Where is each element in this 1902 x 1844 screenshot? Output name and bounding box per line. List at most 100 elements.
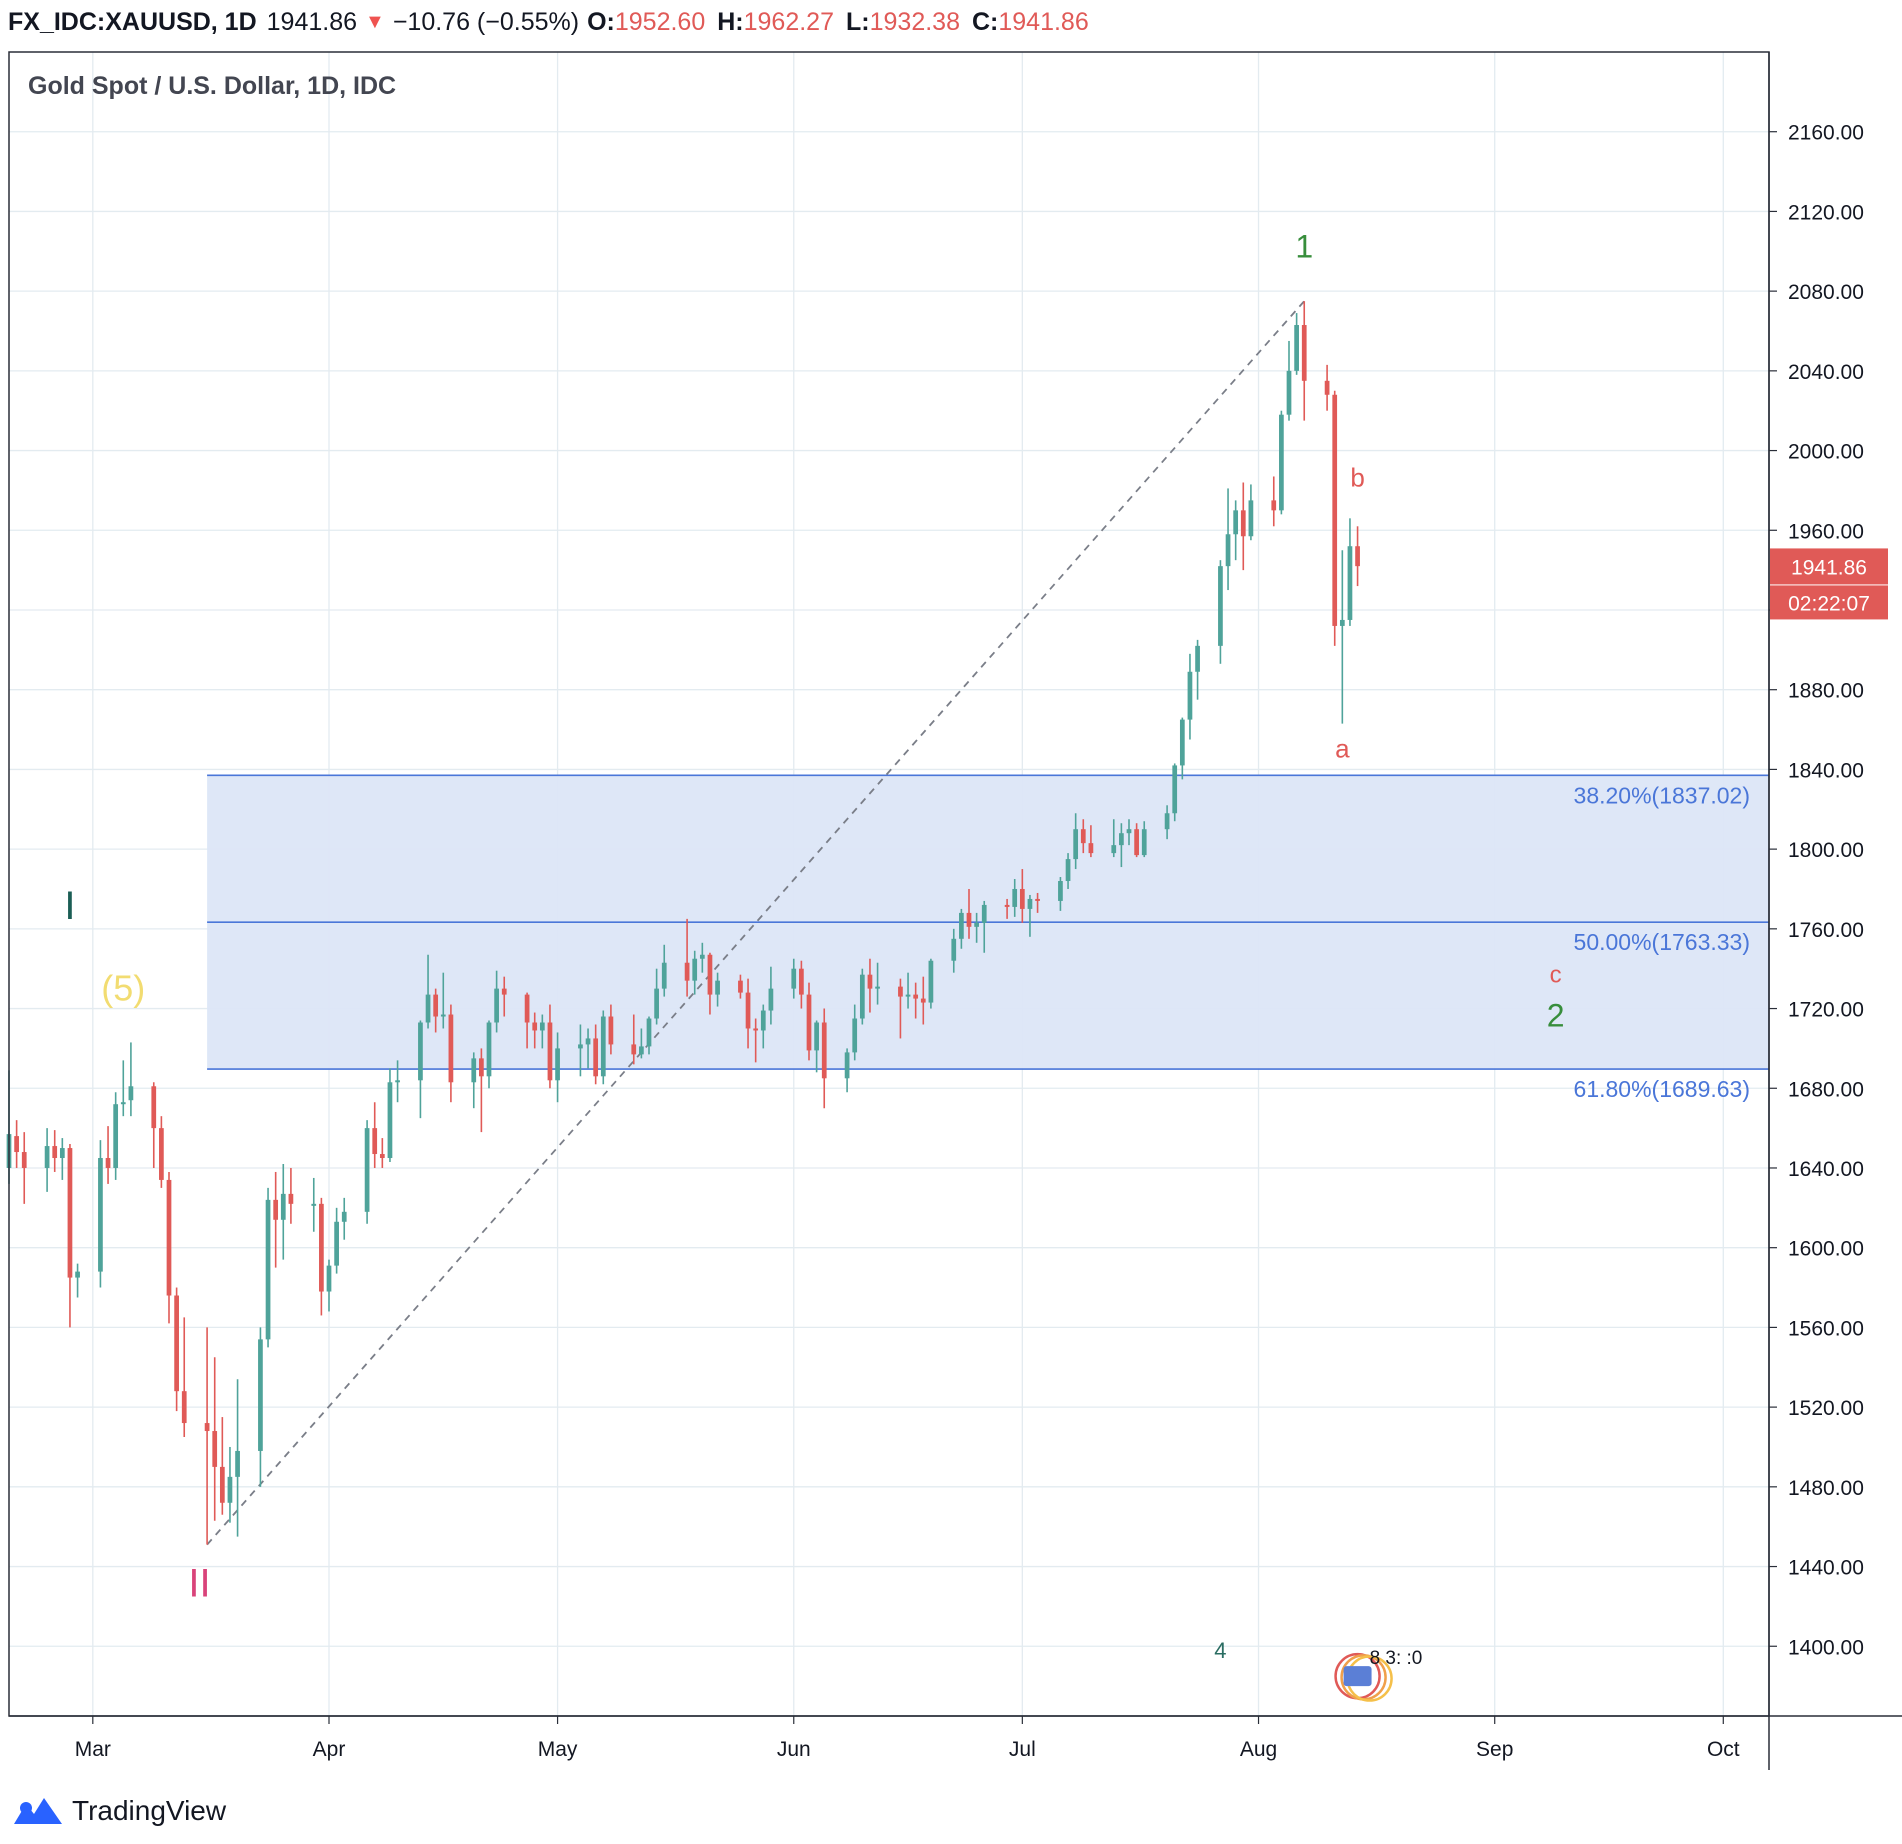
candle: [745, 978, 751, 1049]
candle: [1179, 717, 1185, 780]
open-value: 1952.60: [614, 7, 706, 36]
candle-body: [280, 1193, 286, 1220]
candle-body: [600, 1016, 606, 1077]
candle-body: [639, 1046, 644, 1055]
candle-body: [395, 1080, 400, 1083]
candle-body: [113, 1104, 119, 1168]
symbol-name: FX_IDC:XAUUSD, 1D: [8, 7, 257, 36]
last-price-tag: 1941.86 02:22:07: [1770, 548, 1888, 620]
candle-body: [1218, 566, 1223, 646]
tradingview-logo-icon[interactable]: [12, 1794, 64, 1828]
event-marker[interactable]: 8 3: :0: [1334, 1648, 1423, 1702]
candle-body: [791, 968, 797, 989]
candle-body: [745, 992, 751, 1029]
time-axis[interactable]: Mar Apr May Jun Jul Aug Sep Oct: [75, 1716, 1740, 1761]
candle: [821, 1008, 827, 1109]
candle: [608, 1004, 614, 1055]
candle: [1301, 301, 1307, 421]
price-tick-label: 2000.00: [1788, 441, 1864, 464]
price-tick-label: 1400.00: [1788, 1636, 1864, 1659]
candle: [791, 958, 797, 999]
candle-body: [440, 1014, 446, 1017]
candle-body: [753, 1028, 759, 1031]
candle: [433, 988, 439, 1033]
low-value: 1932.38: [869, 7, 960, 36]
candle-body: [768, 988, 774, 1011]
candle: [905, 972, 911, 1009]
price-axis[interactable]: 1400.00 1440.00 1480.00 1520.00 1560.00 1600.…: [1769, 122, 1864, 1660]
candle-body: [692, 958, 698, 981]
candle: [326, 1259, 332, 1312]
candle: [639, 1028, 644, 1059]
candle-body: [174, 1295, 179, 1392]
high-label: H:: [717, 7, 744, 36]
wave-label: (5): [101, 968, 145, 1009]
candle: [875, 962, 880, 1005]
candlestick-chart[interactable]: 38.20%(1837.02) 50.00%(1763.33) 61.80%(168…: [0, 0, 1902, 1780]
candle: [1286, 340, 1292, 421]
candle: [646, 1016, 652, 1055]
candle-body: [760, 1010, 766, 1031]
candle-body: [501, 988, 507, 995]
candle-body: [448, 1014, 454, 1083]
candle-body: [1179, 719, 1185, 766]
candle: [265, 1187, 271, 1348]
time-tick-label: May: [538, 1738, 578, 1761]
candle-body: [867, 974, 873, 989]
down-arrow-icon: ▼: [365, 10, 385, 33]
price-tick-label: 2120.00: [1788, 201, 1864, 224]
candle: [120, 1060, 126, 1117]
candle-body: [1195, 645, 1200, 672]
candle: [1172, 763, 1178, 822]
candle: [1294, 313, 1299, 375]
candle: [1271, 476, 1277, 527]
wave-label: I: [64, 884, 75, 928]
candle-body: [1279, 414, 1284, 511]
candle: [951, 928, 957, 973]
candle-body: [67, 1148, 73, 1278]
fib-level-label: 50.00%(1763.33): [1574, 929, 1750, 955]
candle: [1355, 526, 1360, 587]
candle: [1134, 823, 1139, 858]
candle-body: [547, 1022, 553, 1081]
candle: [959, 908, 964, 949]
wave-label: 4: [1214, 1638, 1226, 1663]
candle-body: [1347, 546, 1353, 620]
price-tick-label: 1880.00: [1788, 680, 1864, 703]
candle: [1164, 805, 1170, 840]
candle-body: [1324, 380, 1330, 395]
candle: [204, 1327, 210, 1545]
candle-body: [1339, 619, 1345, 626]
tradingview-brand[interactable]: TradingView: [72, 1795, 227, 1826]
time-tick-label: Jul: [1009, 1738, 1036, 1761]
candle: [479, 1048, 484, 1133]
event-marker-label: 8 3: :0: [1370, 1648, 1423, 1669]
candle-body: [555, 1048, 560, 1081]
candle-body: [1286, 370, 1292, 415]
candle: [1004, 898, 1010, 919]
candle: [59, 1138, 65, 1180]
candle-body: [235, 1450, 240, 1477]
candle-body: [852, 1018, 858, 1053]
candle-body: [1012, 888, 1018, 907]
candle: [631, 1014, 637, 1065]
candle: [341, 1197, 347, 1240]
candle-body: [1058, 881, 1063, 901]
candle: [981, 900, 987, 953]
candle-body: [341, 1211, 347, 1222]
candle-body: [1004, 904, 1010, 907]
candle-body: [265, 1199, 271, 1340]
candle-body: [974, 922, 979, 927]
candle: [539, 1014, 545, 1049]
trend-line[interactable]: [206, 300, 1305, 1546]
high-value: 1962.27: [743, 7, 834, 36]
candle: [98, 1140, 103, 1288]
candle: [532, 1012, 538, 1049]
footer: TradingView: [0, 1778, 1902, 1844]
low-label: L:: [846, 7, 870, 36]
candle-body: [539, 1022, 545, 1031]
candle: [235, 1379, 240, 1537]
candle: [913, 982, 919, 1019]
candle-body: [1248, 500, 1254, 537]
candle-body: [951, 938, 957, 961]
